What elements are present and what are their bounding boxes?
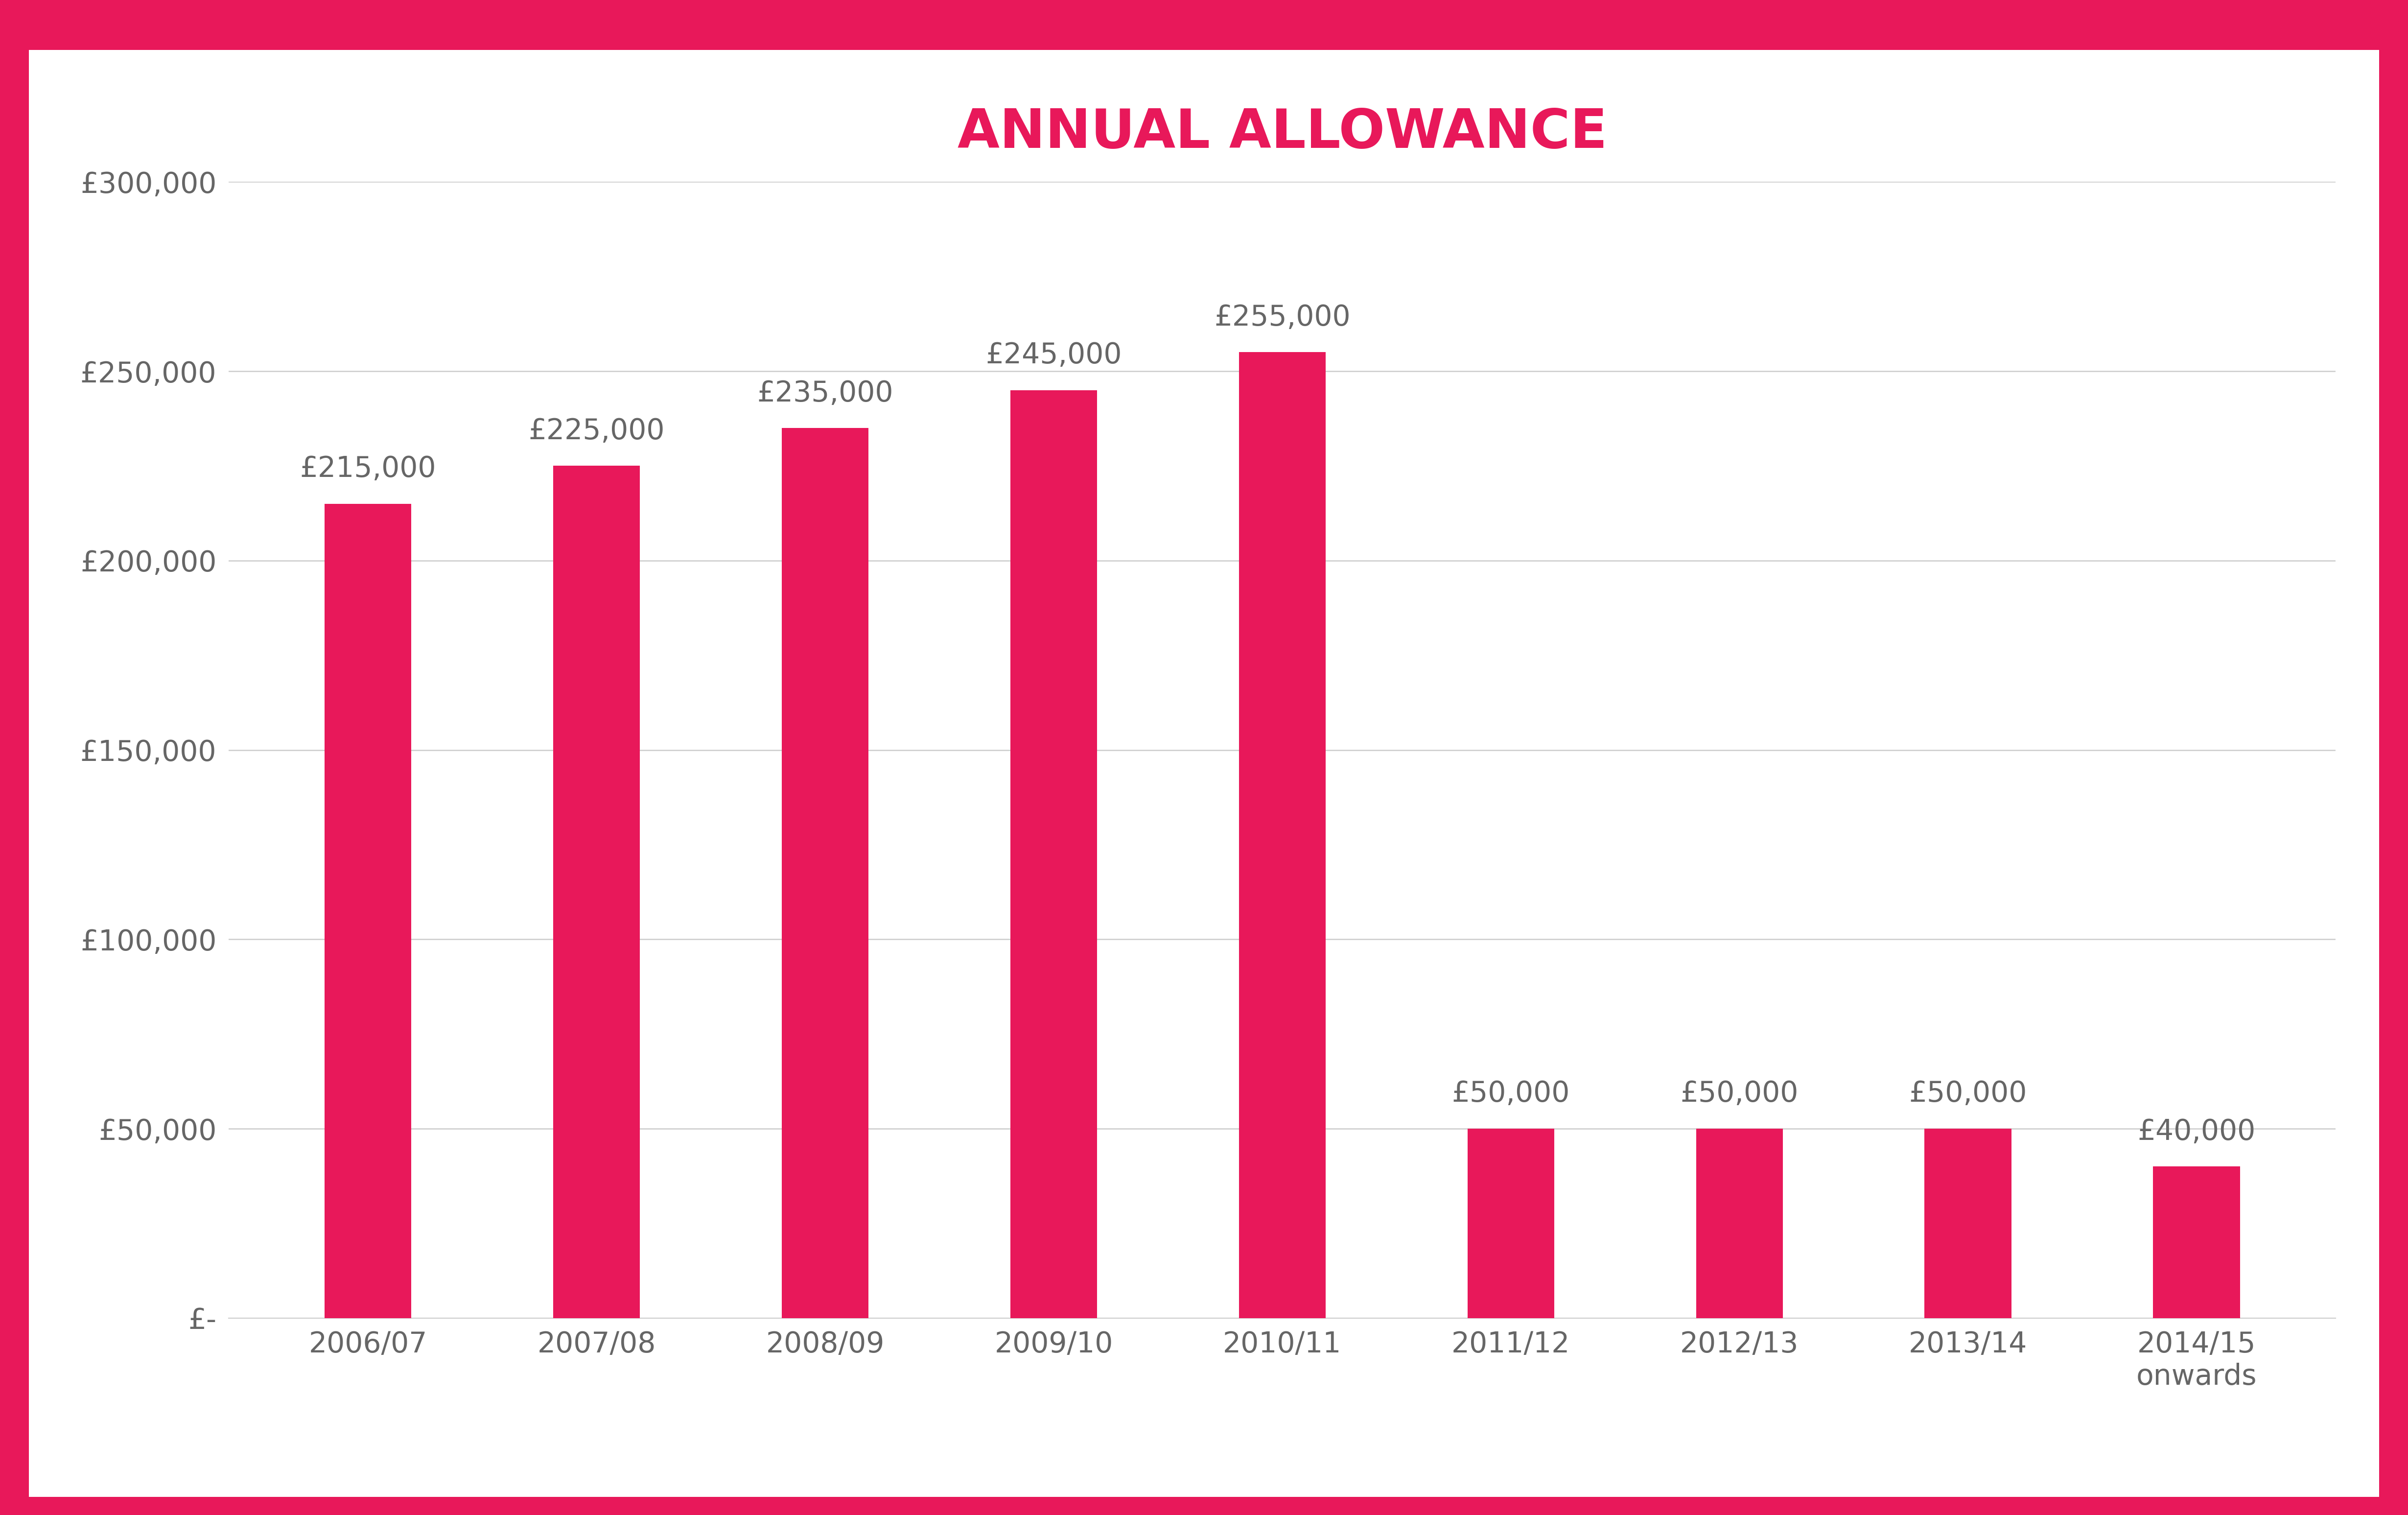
Bar [2153,1167,2239,1318]
Text: £50,000: £50,000 [1452,1080,1570,1107]
Text: £215,000: £215,000 [299,454,436,483]
Bar [1238,353,1327,1318]
Text: £50,000: £50,000 [1910,1080,2028,1107]
Bar [1695,1129,1782,1318]
Text: £40,000: £40,000 [2138,1118,2256,1145]
Text: £50,000: £50,000 [1681,1080,1799,1107]
Title: ANNUAL ALLOWANCE: ANNUAL ALLOWANCE [958,106,1606,159]
Bar [1924,1129,2011,1318]
Text: £235,000: £235,000 [756,379,893,408]
Bar [325,503,412,1318]
Bar [1466,1129,1553,1318]
Bar [554,465,641,1318]
Text: £255,000: £255,000 [1214,303,1351,332]
Bar [783,429,869,1318]
Text: £225,000: £225,000 [527,417,665,445]
Bar [1011,389,1098,1318]
Text: £245,000: £245,000 [985,341,1122,370]
